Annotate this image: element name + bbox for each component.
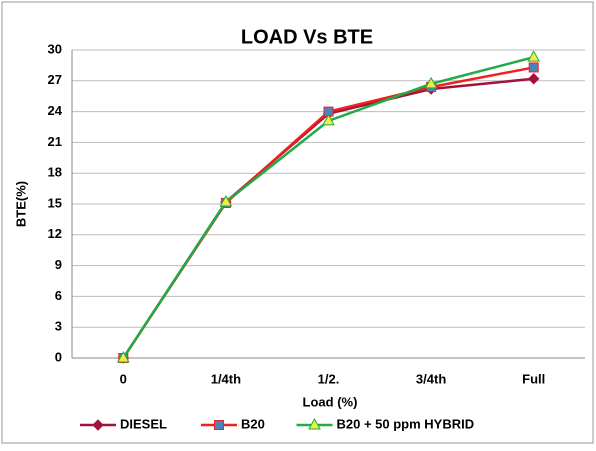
y-tick-label: 15 [48,195,62,210]
chart-title: LOAD Vs BTE [241,26,373,48]
marker [528,62,539,73]
y-tick-label: 3 [55,319,62,334]
marker [308,417,321,430]
marker [116,350,130,363]
legend-label: B20 + 50 ppm HYBRID [337,416,475,431]
x-tick-label: 3/4th [416,371,446,386]
marker [214,420,224,430]
chart-border [1,1,594,444]
y-tick-label: 9 [55,257,62,272]
y-tick-label: 6 [55,288,62,303]
x-tick-label: 1/2. [318,371,340,386]
legend-label: DIESEL [120,416,167,431]
y-tick-label: 27 [48,72,62,87]
marker [527,73,540,85]
legend-label: B20 [241,416,265,431]
y-tick-label: 0 [55,349,62,364]
y-axis-label: BTE(%) [13,181,28,227]
marker [219,194,233,207]
x-tick-label: 0 [120,371,127,386]
marker [424,76,438,89]
marker [92,419,104,431]
y-tick-label: 30 [48,41,62,56]
marker [322,113,335,126]
y-tick-label: 24 [48,103,63,118]
y-tick-label: 21 [48,134,62,149]
marker [527,50,541,62]
y-tick-label: 18 [48,165,62,180]
y-tick-label: 12 [48,226,62,241]
x-tick-label: 1/4th [211,371,241,386]
x-axis-label: Load (%) [303,394,358,409]
x-tick-label: Full [522,371,545,386]
